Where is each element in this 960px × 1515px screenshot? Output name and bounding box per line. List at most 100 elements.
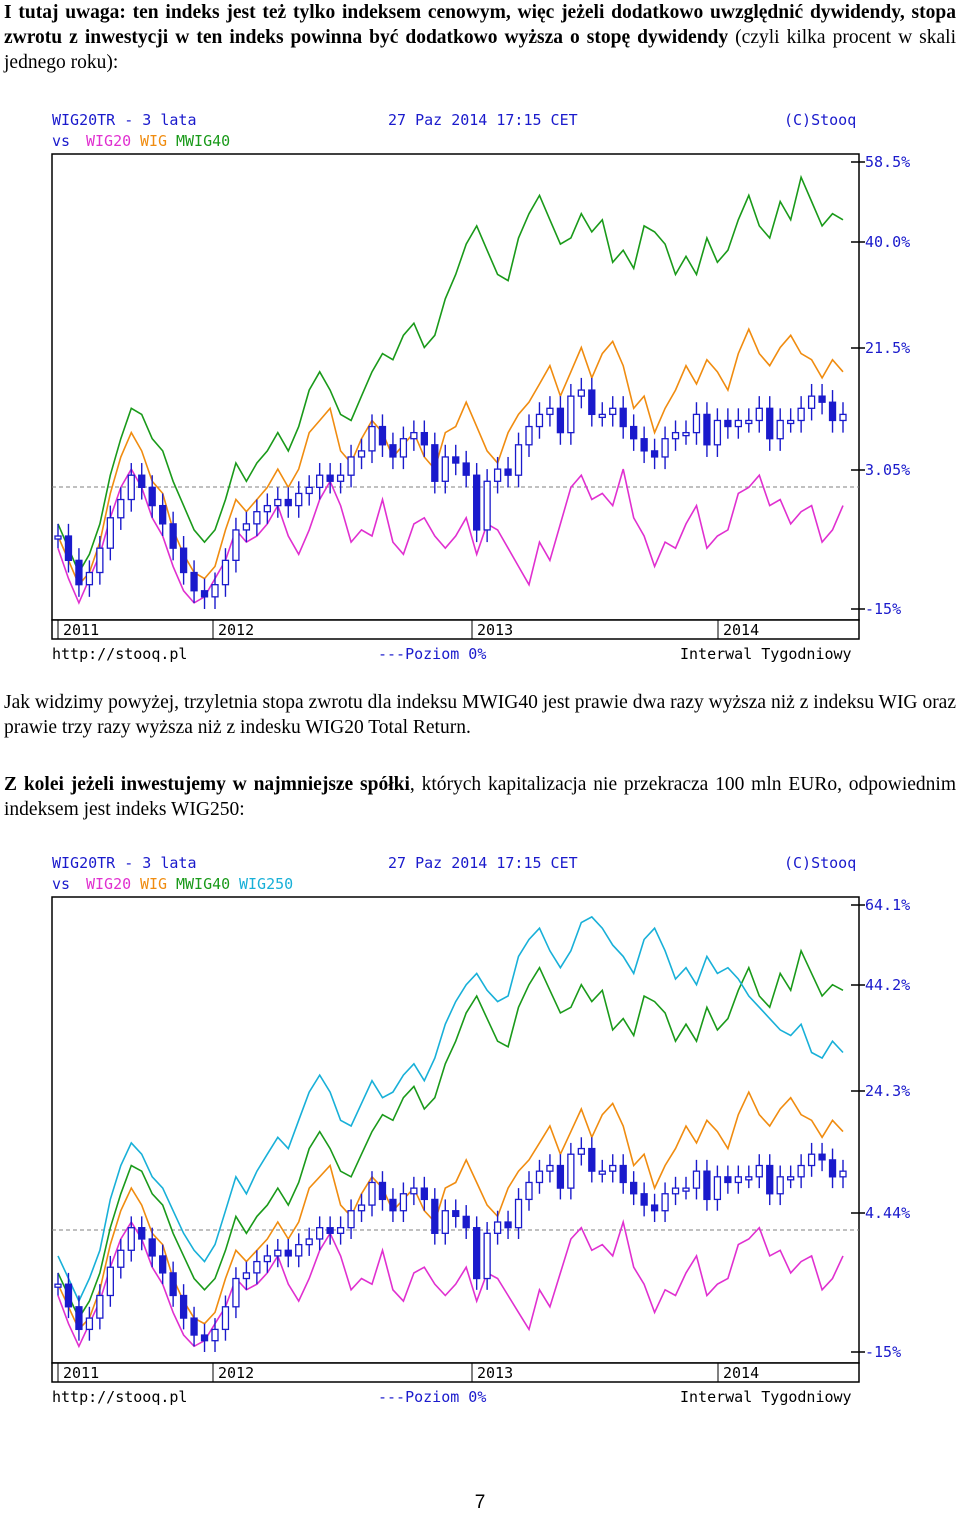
candle-body	[828, 1159, 837, 1178]
candle-body	[493, 1221, 502, 1234]
candle-body	[64, 535, 73, 561]
small-caps-paragraph: Z kolei jeżeli inwestujemy w najmniejsze…	[4, 772, 956, 822]
footer-baseline-label: ---Poziom 0%	[378, 645, 486, 663]
y-tick-label: 58.5%	[865, 153, 910, 171]
candle-body	[807, 395, 816, 409]
candle-body	[295, 492, 303, 507]
candle-body	[389, 1198, 397, 1212]
x-tick-label: 2011	[63, 1364, 99, 1382]
candle-body	[232, 1277, 240, 1308]
candle-body	[389, 444, 397, 458]
candle-body	[483, 480, 491, 531]
candle-body	[598, 413, 606, 419]
candle-body	[514, 444, 523, 476]
candle-body	[274, 1249, 282, 1257]
y-tick-label: -15%	[865, 600, 901, 618]
candle-body	[232, 529, 240, 561]
candle-body	[577, 1147, 585, 1155]
candle-body	[441, 1210, 449, 1234]
candle-body	[535, 1170, 544, 1184]
chart-symbol-label: WIG20TR - 3 lata	[52, 854, 197, 872]
legend-wig: WIG	[140, 132, 167, 150]
footer-url: http://stooq.pl	[52, 645, 187, 663]
x-tick-label: 2011	[63, 621, 99, 639]
candle-body	[462, 1215, 470, 1229]
candle-body	[766, 1164, 774, 1195]
candle-body	[661, 1193, 669, 1212]
candle-body	[242, 1272, 251, 1280]
candle-body	[179, 547, 188, 574]
candle-body	[295, 1243, 303, 1257]
candle-body	[682, 1187, 690, 1192]
candle-body	[138, 1227, 146, 1240]
candle-body	[755, 407, 763, 422]
candle-body	[159, 1255, 167, 1274]
candle-body	[200, 590, 209, 598]
y-tick-label: 4.44%	[865, 1204, 910, 1222]
candle-body	[713, 1176, 722, 1201]
candle-body	[274, 498, 282, 507]
intro-normal-text: (czyli kilka procent w skali jednego rok…	[4, 27, 957, 73]
candle-body	[787, 1176, 795, 1181]
candle-body	[54, 1283, 62, 1288]
y-tick-label: -15%	[865, 1343, 901, 1361]
small-caps-normal-text: , których kapitalizacja nie przekracza 1…	[4, 774, 956, 820]
candle-body	[420, 1187, 428, 1201]
candle-body	[316, 474, 324, 489]
chart-copyright-label: (C)Stooq	[784, 111, 856, 129]
page-number: 7	[474, 1492, 486, 1513]
candle-body	[640, 1193, 648, 1206]
candle-body	[263, 504, 271, 513]
candle-body	[839, 1170, 847, 1178]
candle-body	[692, 1170, 701, 1189]
series-wig-line	[57, 1090, 844, 1331]
candle-body	[682, 431, 690, 437]
footer-interval: Interwal Tygodniowy	[680, 645, 852, 663]
series-mwig40-line	[57, 174, 844, 575]
candle-body	[609, 407, 617, 416]
candle-body	[745, 419, 753, 425]
candle-body	[661, 438, 669, 458]
candle-body	[96, 547, 104, 574]
candle-body	[54, 535, 62, 540]
candle-body	[169, 523, 177, 549]
candle-body	[284, 498, 292, 507]
candle-body	[326, 474, 334, 482]
x-tick-label: 2013	[477, 1364, 513, 1382]
candle-body	[483, 1232, 491, 1280]
candle-body	[169, 1272, 177, 1297]
legend-wig20: WIG20	[86, 875, 131, 893]
candle-body	[630, 425, 638, 440]
candle-body	[787, 419, 795, 425]
intro-bold-text: I tutaj uwaga: ten indeks jest też tylko…	[4, 2, 956, 48]
candle-body	[776, 419, 784, 440]
candle-body	[127, 1227, 135, 1251]
candle-body	[410, 1187, 418, 1195]
chart-svg: WIG20TR - 3 lata 27 Paz 2014 17:15 CET (C)…	[51, 111, 910, 663]
candle-body	[546, 407, 554, 416]
candle-body	[504, 1221, 512, 1229]
chart-svg: WIG20TR - 3 lata 27 Paz 2014 17:15 CET (C)…	[51, 854, 910, 1406]
candle-body	[588, 1147, 596, 1172]
candle-body	[117, 1249, 125, 1268]
candle-body	[525, 1181, 533, 1201]
candle-body	[253, 1260, 261, 1274]
candle-body	[127, 474, 135, 501]
candle-body	[378, 1181, 387, 1201]
candle-body	[148, 1238, 156, 1257]
x-tick-label: 2014	[723, 621, 759, 639]
candle-body	[357, 1204, 366, 1212]
candle-body	[368, 425, 376, 452]
candle-body	[190, 571, 198, 592]
candle-body	[807, 1153, 816, 1167]
candle-body	[734, 1176, 742, 1184]
candle-body	[284, 1249, 292, 1257]
candle-body	[106, 517, 114, 549]
x-axis-band	[51, 619, 860, 640]
candle-body	[724, 419, 732, 428]
candle-body	[96, 1294, 104, 1319]
candle-body	[556, 1164, 565, 1189]
legend-wig: WIG	[140, 875, 167, 893]
series-mwig40-line	[57, 948, 844, 1320]
candle-body	[431, 1198, 439, 1234]
